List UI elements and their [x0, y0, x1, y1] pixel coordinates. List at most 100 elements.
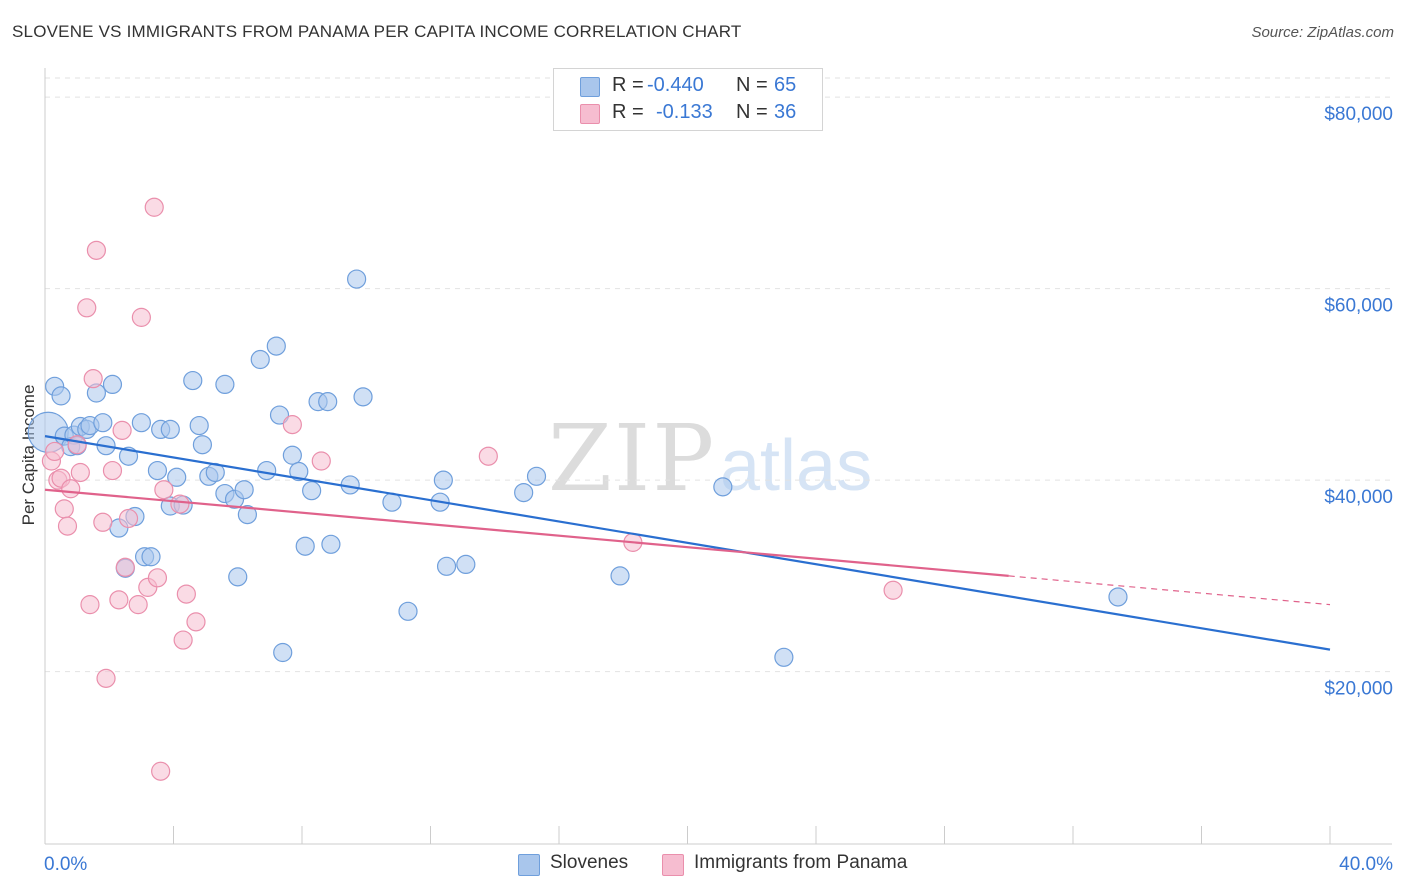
slovenes-point	[228, 567, 248, 587]
panama-point	[70, 462, 90, 483]
legend-n-label: N =	[736, 101, 768, 123]
panama-trendline-extension	[1008, 575, 1331, 606]
panama-point	[186, 612, 206, 632]
slovenes-point	[237, 505, 257, 525]
slovenes-point	[774, 647, 794, 667]
slovenes-point	[456, 554, 476, 575]
slovenes-point	[514, 482, 534, 503]
series-legend: Slovenes Immigrants from Panama	[0, 851, 1406, 877]
panama-point	[45, 441, 65, 462]
slovenes-point	[102, 374, 123, 394]
slovenes-point	[269, 405, 290, 425]
slovenes-point	[610, 566, 630, 586]
slovenes-point	[257, 460, 277, 481]
panama-point	[54, 499, 74, 519]
slovenes-point	[321, 534, 341, 554]
y-tick-label: $60,000	[1324, 296, 1393, 317]
series-legend-label: Immigrants from Panama	[694, 852, 908, 873]
panama-point	[147, 568, 168, 588]
panama-point	[128, 595, 148, 615]
panama-point	[118, 508, 139, 529]
slovenes-point	[234, 480, 254, 500]
slovenes-point	[167, 467, 187, 487]
panama-point	[154, 480, 174, 500]
panama-point	[61, 479, 81, 499]
panama-point	[102, 460, 123, 481]
panama-point	[109, 590, 129, 610]
slovenes-point	[398, 601, 418, 621]
series-swatch-blue	[518, 854, 540, 876]
slovenes-point	[436, 556, 457, 576]
legend-swatch-blue	[580, 77, 600, 97]
legend-r-label: R =	[612, 101, 644, 123]
panama-point	[883, 580, 903, 600]
slovenes-point	[93, 413, 113, 433]
slovenes-point	[526, 466, 547, 486]
slovenes-point	[289, 461, 309, 482]
panama-point	[77, 298, 97, 318]
slovenes-point	[250, 349, 270, 370]
legend-r-value: -0.133	[656, 101, 713, 123]
panama-point	[67, 435, 87, 455]
slovenes-point	[273, 642, 293, 663]
panama-point	[176, 584, 196, 604]
slovenes-point	[1108, 587, 1128, 607]
slovenes-point	[302, 481, 322, 501]
correlation-legend: R = -0.440 N = 65 R = -0.133 N = 36	[553, 68, 823, 131]
slovenes-trendline	[44, 435, 1331, 651]
legend-n-value: 36	[774, 101, 797, 123]
slovenes-point	[318, 392, 338, 412]
slovenes-point	[183, 370, 203, 391]
panama-point	[282, 415, 302, 435]
legend-row-slovenes: R = -0.440 N = 65	[554, 73, 822, 101]
panama-point	[86, 240, 107, 260]
series-legend-label: Slovenes	[550, 852, 629, 873]
panama-point	[478, 446, 498, 466]
panama-point	[93, 512, 113, 532]
y-tick-label: $80,000	[1324, 104, 1393, 125]
legend-r-label: R =	[612, 74, 644, 96]
y-axis-label: Per Capita Income	[19, 385, 38, 526]
y-tick-label: $20,000	[1324, 679, 1393, 700]
x-tick-label: 40.0%	[1339, 854, 1393, 875]
watermark-atlas: atlas	[720, 426, 872, 506]
panama-point	[96, 668, 116, 688]
slovenes-point	[147, 460, 168, 481]
x-tick-label: 0.0%	[44, 854, 87, 875]
panama-point	[170, 494, 190, 514]
chart-source: Source: ZipAtlas.com	[1251, 24, 1394, 41]
panama-point	[151, 761, 171, 781]
slovenes-point	[282, 445, 302, 465]
panama-point	[80, 595, 100, 615]
legend-swatch-pink	[580, 104, 600, 124]
slovenes-point	[192, 435, 213, 455]
legend-row-panama: R = -0.133 N = 36	[554, 100, 822, 128]
slovenes-point	[347, 269, 367, 289]
slovenes-point	[51, 386, 71, 406]
slovenes-point	[295, 536, 315, 556]
legend-n-label: N =	[736, 74, 768, 96]
panama-point	[311, 451, 331, 471]
slovenes-point	[160, 419, 180, 440]
panama-point	[112, 420, 132, 440]
y-tick-label: $40,000	[1324, 487, 1393, 508]
slovenes-point	[141, 547, 161, 567]
panama-point	[57, 516, 78, 536]
panama-point	[83, 369, 103, 389]
slovenes-point	[131, 413, 151, 433]
slovenes-point	[433, 470, 453, 490]
slovenes-point	[189, 415, 209, 436]
slovenes-point	[215, 374, 235, 394]
panama-point	[131, 307, 151, 327]
series-swatch-pink	[662, 854, 684, 876]
watermark-zip: ZIP	[548, 405, 716, 512]
legend-r-value: -0.440	[647, 74, 704, 96]
slovenes-point	[353, 387, 373, 407]
legend-n-value: 65	[774, 74, 797, 96]
slovenes-point	[266, 336, 286, 356]
chart-title: SLOVENE VS IMMIGRANTS FROM PANAMA PER CA…	[12, 22, 742, 41]
panama-point	[115, 557, 135, 577]
panama-point	[173, 630, 193, 650]
